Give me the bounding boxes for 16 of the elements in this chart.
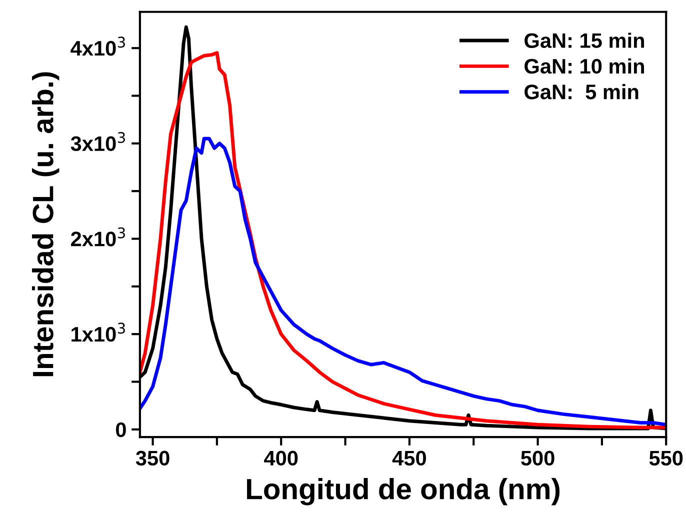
legend-label: GaN: 10 min: [524, 58, 644, 74]
y-tick-label: 4x10$^{3}$: [70, 36, 125, 56]
y-axis-title: Intensidad CL (u. arb.): [32, 72, 60, 376]
x-tick-label: 500: [521, 450, 554, 466]
x-tick-label: 400: [264, 450, 298, 466]
y-tick-label: 1x10$^{3}$: [72, 322, 125, 342]
y-tick-label: 2x10$^{3}$: [71, 227, 125, 246]
y-tick-label: 0: [116, 422, 126, 438]
x-tick-label: 550: [649, 450, 683, 466]
y-tick-label: 3x10$^{3}$: [70, 132, 125, 152]
x-tick-label: 350: [136, 450, 170, 466]
line-series: [140, 136, 666, 426]
legend-label: GaN: 5 min: [524, 84, 638, 100]
x-axis-title: Longitud de onda (nm): [247, 478, 560, 506]
x-tick-label: 450: [392, 450, 426, 466]
legend-label: GaN: 15 min: [524, 32, 644, 48]
